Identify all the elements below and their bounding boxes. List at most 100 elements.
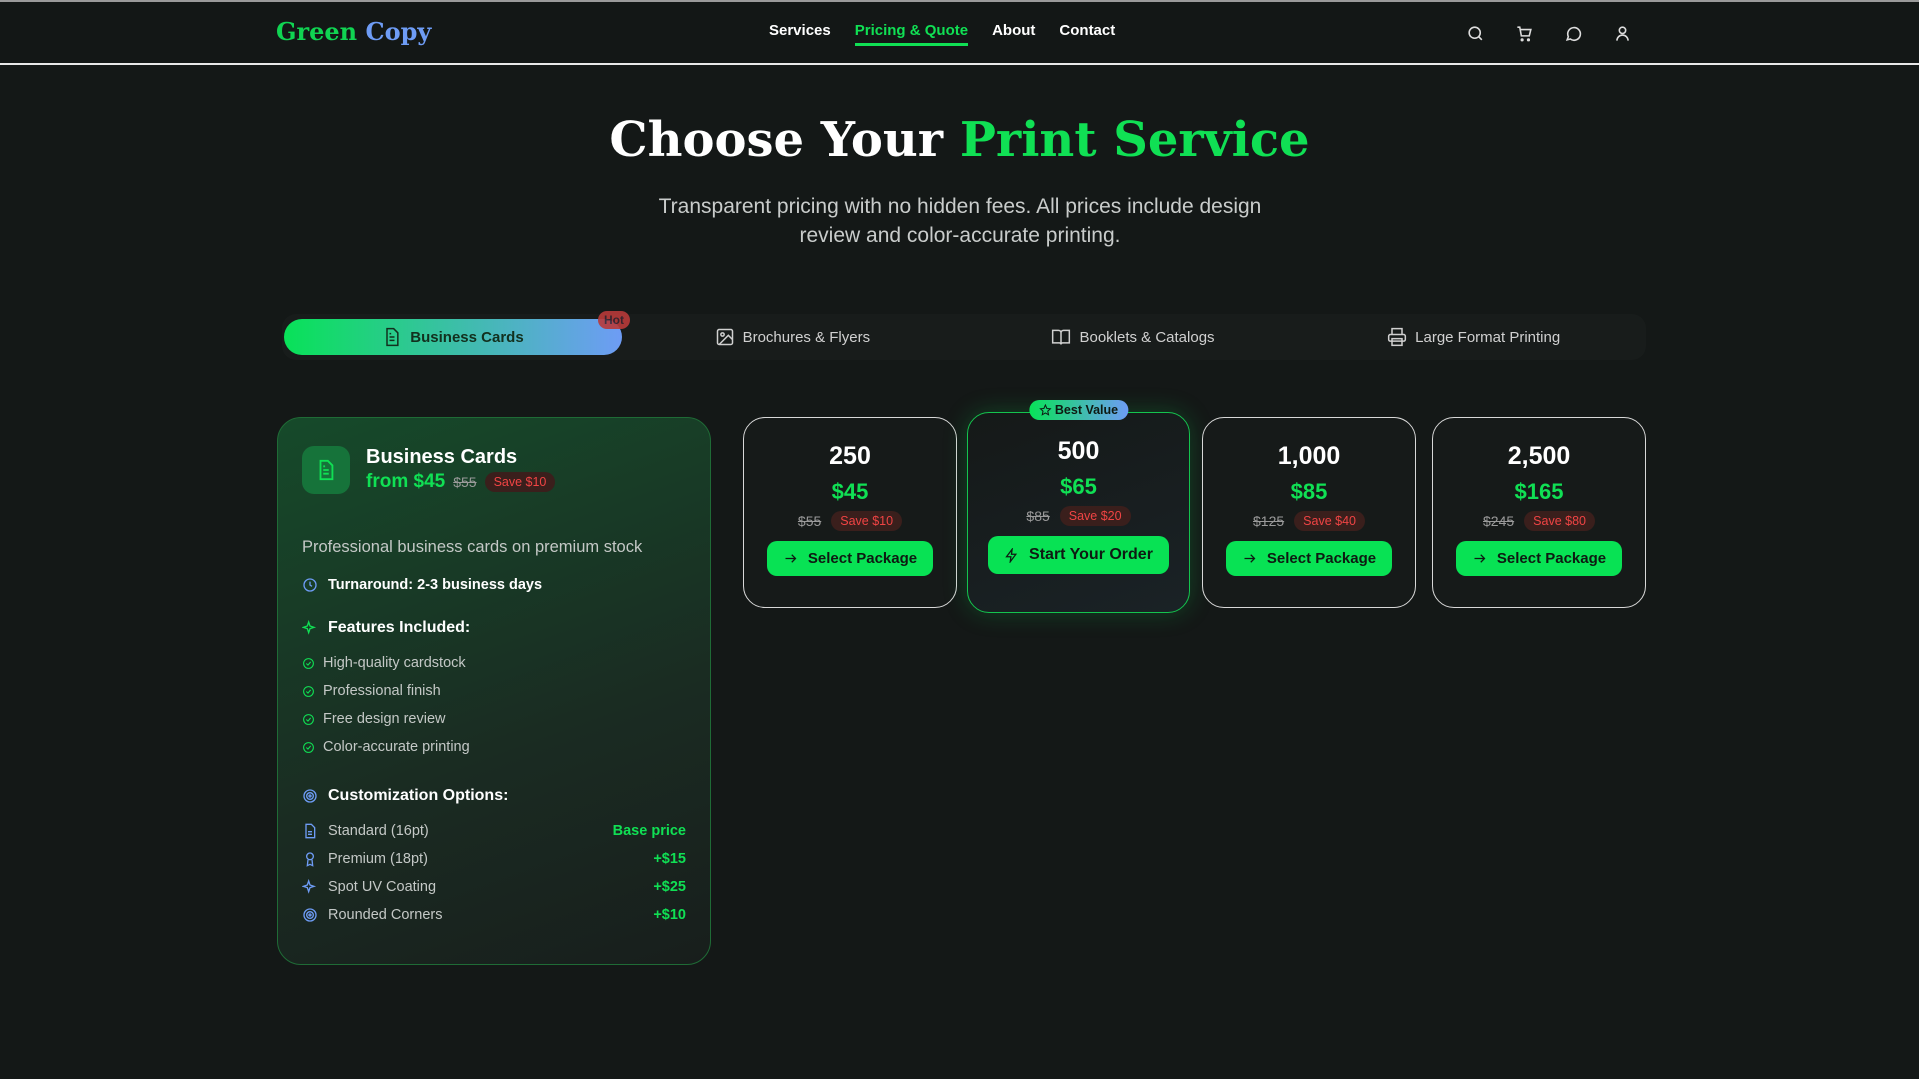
- page-subtitle: Transparent pricing with no hidden fees.…: [658, 195, 1262, 247]
- option-name: Standard (16pt): [328, 823, 429, 839]
- tab-business-cards[interactable]: Business Cards Hot: [284, 311, 630, 355]
- nav-services[interactable]: Services: [769, 22, 831, 39]
- option-price: +$10: [653, 907, 686, 923]
- package-price: $85: [1290, 479, 1328, 504]
- service-title: Business Cards: [366, 446, 518, 468]
- options-title: Customization Options:: [328, 787, 509, 804]
- nav-contact[interactable]: Contact: [1059, 22, 1116, 39]
- check-circle-icon: [303, 713, 314, 725]
- user-icon[interactable]: [1613, 24, 1632, 43]
- cart-icon[interactable]: [1515, 24, 1534, 43]
- package-price: $45: [831, 479, 869, 504]
- save-badge: Save $40: [1294, 511, 1365, 531]
- select-package-button[interactable]: Select Package: [766, 541, 934, 576]
- page-title: Choose Your Print Service: [0, 112, 1919, 168]
- badge-label: Best Value: [1054, 403, 1119, 417]
- tab-label: Business Cards: [410, 328, 524, 346]
- option-premium[interactable]: Premium (18pt) +$15: [302, 845, 686, 873]
- lightning-icon: [1005, 547, 1018, 563]
- document-icon: [386, 327, 399, 347]
- package-card-500: Best Value 500 $65 $85 Save $20 Start You…: [967, 400, 1190, 613]
- logo[interactable]: Green Copy: [276, 17, 431, 46]
- hot-badge: Hot: [598, 311, 630, 329]
- option-price: +$15: [653, 851, 686, 867]
- button-label: Select Package: [1266, 550, 1377, 567]
- nav-about[interactable]: About: [992, 22, 1036, 39]
- save-badge: Save $80: [1524, 511, 1595, 531]
- title-part: Choose Your: [609, 112, 960, 168]
- button-label: Select Package: [807, 550, 918, 567]
- from-price: from $45: [366, 471, 446, 492]
- original-price: $85: [1026, 508, 1050, 524]
- option-spot-uv[interactable]: Spot UV Coating +$25: [302, 873, 686, 901]
- tab-label: Brochures & Flyers: [742, 328, 871, 346]
- service-tabs: Business Cards Hot Brochures & Flyers Bo…: [282, 311, 1646, 360]
- feature-text: Color-accurate printing: [323, 739, 470, 755]
- save-badge: Save $10: [831, 511, 903, 531]
- start-order-button[interactable]: Start Your Order: [988, 536, 1169, 574]
- target-icon: [303, 789, 317, 803]
- feature-text: High-quality cardstock: [323, 655, 466, 671]
- package-card-250: 250 $45 $55 Save $10 Select Package: [743, 417, 957, 608]
- original-price: $55: [797, 513, 822, 529]
- button-label: Select Package: [1496, 550, 1607, 567]
- document-icon: [302, 446, 350, 494]
- arrow-right-icon: [1244, 554, 1256, 563]
- award-icon: [306, 852, 314, 867]
- image-icon: [716, 328, 733, 346]
- original-price: $125: [1253, 513, 1285, 529]
- service-details-card: Business Cards from $45 $55 Save $10 Pro…: [277, 417, 711, 965]
- package-card-1000: 1,000 $85 $125 Save $40 Select Package: [1202, 417, 1416, 608]
- sparkles-icon: [302, 620, 317, 635]
- nav-pricing[interactable]: Pricing & Quote: [854, 22, 969, 46]
- option-name: Spot UV Coating: [328, 879, 437, 895]
- option-price: Base price: [612, 823, 686, 839]
- best-value-badge: Best Value: [1028, 400, 1129, 420]
- check-circle-icon: [303, 741, 314, 753]
- original-price: $245: [1483, 513, 1515, 529]
- save-badge: Save $20: [1059, 506, 1131, 526]
- tab-label: Large Format Printing: [1415, 328, 1561, 346]
- tab-booklets[interactable]: Booklets & Catalogs: [963, 319, 1304, 355]
- feature-text: Professional finish: [323, 683, 441, 699]
- package-quantity: 2,500: [1507, 442, 1571, 470]
- search-icon[interactable]: [1466, 24, 1485, 43]
- service-description: Professional business cards on premium s…: [302, 538, 643, 556]
- printer-icon: [1388, 327, 1407, 347]
- package-quantity: 500: [1057, 437, 1100, 465]
- package-price: $165: [1514, 479, 1564, 504]
- clock-icon: [303, 578, 317, 592]
- feature-text: Free design review: [323, 711, 446, 727]
- package-quantity: 250: [829, 442, 871, 470]
- message-icon[interactable]: [1564, 24, 1583, 43]
- top-border: [0, 0, 1919, 2]
- save-badge: Save $10: [484, 472, 556, 492]
- features-title: Features Included:: [328, 619, 471, 636]
- title-highlight: Print Service: [959, 112, 1310, 168]
- option-name: Premium (18pt): [328, 851, 428, 867]
- button-label: Start Your Order: [1029, 546, 1153, 563]
- feature-item: Color-accurate printing: [302, 733, 686, 761]
- option-standard[interactable]: Standard (16pt) Base price: [302, 817, 686, 845]
- target-icon: [303, 908, 317, 922]
- tab-brochures[interactable]: Brochures & Flyers: [622, 319, 963, 355]
- option-name: Rounded Corners: [328, 907, 443, 923]
- package-quantity: 1,000: [1277, 442, 1341, 470]
- check-circle-icon: [303, 657, 314, 669]
- arrow-right-icon: [1474, 554, 1486, 563]
- sparkles-icon: [302, 879, 317, 894]
- select-package-button[interactable]: Select Package: [1455, 541, 1623, 576]
- tab-label: Booklets & Catalogs: [1079, 328, 1215, 346]
- original-price: $55: [453, 474, 477, 490]
- logo-first: Green: [276, 17, 358, 46]
- arrow-right-icon: [785, 554, 797, 563]
- select-package-button[interactable]: Select Package: [1225, 541, 1393, 576]
- nav-links: Services Pricing & Quote About Contact: [769, 22, 1115, 46]
- tab-large-format[interactable]: Large Format Printing: [1303, 319, 1644, 355]
- turnaround: Turnaround: 2-3 business days: [328, 577, 543, 593]
- check-circle-icon: [303, 685, 314, 697]
- navbar: Green Copy Services Pricing & Quote Abou…: [0, 2, 1919, 65]
- feature-item: High-quality cardstock: [302, 649, 686, 677]
- option-rounded-corners[interactable]: Rounded Corners +$10: [302, 901, 686, 929]
- package-card-2500: 2,500 $165 $245 Save $80 Select Package: [1432, 417, 1646, 608]
